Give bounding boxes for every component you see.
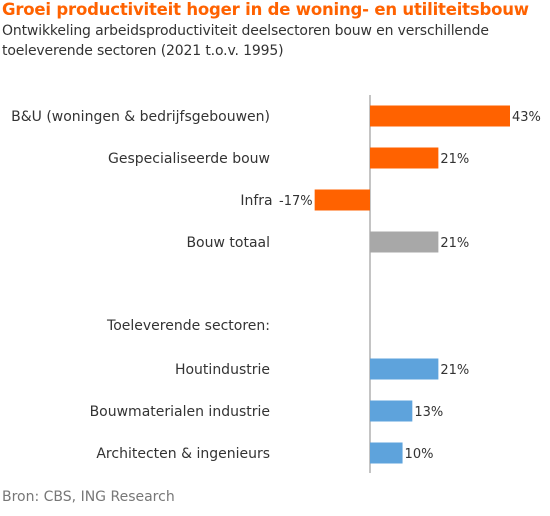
category-label: Bouwmaterialen industrie <box>90 404 270 420</box>
category-label: Architecten & ingenieurs <box>96 446 270 462</box>
data-label: 13% <box>414 405 443 420</box>
category-label: Infra <box>240 193 272 209</box>
category-label: Houtindustrie <box>175 362 270 378</box>
data-label: -17% <box>279 194 313 209</box>
bar <box>370 231 439 253</box>
data-label: 21% <box>440 236 469 251</box>
data-label: 43% <box>512 110 541 125</box>
source-note: Bron: CBS, ING Research <box>2 489 175 505</box>
category-label: B&U (woningen & bedrijfsgebouwen) <box>11 109 270 125</box>
bar <box>370 358 439 380</box>
bar <box>370 147 439 169</box>
data-label: 10% <box>405 447 434 462</box>
data-label: 21% <box>440 363 469 378</box>
bar <box>370 442 403 464</box>
group-heading: Toeleverende sectoren: <box>106 318 270 334</box>
chart-title: Groei productiviteit hoger in de woning-… <box>2 0 529 19</box>
category-label: Gespecialiseerde bouw <box>108 151 270 167</box>
category-label: Bouw totaal <box>186 235 270 251</box>
chart-subtitle: Ontwikkeling arbeidsproductiviteit deels… <box>2 23 489 59</box>
bar <box>370 400 413 422</box>
data-label: 21% <box>440 152 469 167</box>
bar <box>314 189 370 211</box>
bar <box>370 105 510 127</box>
